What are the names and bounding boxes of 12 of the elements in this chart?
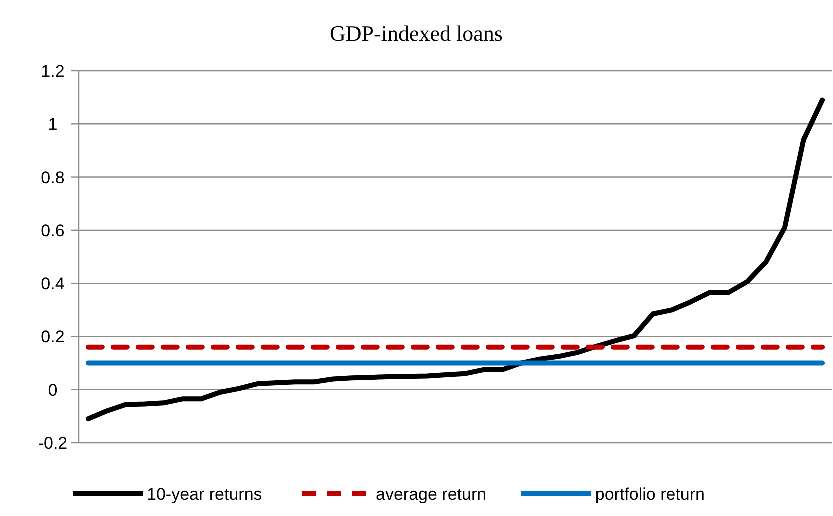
legend-label: average return (376, 485, 487, 504)
y-tick-label: -0.2 (38, 434, 68, 453)
legend-label: 10-year returns (147, 485, 262, 504)
y-tick-label: 0.8 (41, 168, 65, 188)
y-tick-label: 1 (48, 115, 58, 134)
y-tick-label: 0.6 (41, 221, 65, 240)
y-tick-label: 0.2 (41, 328, 65, 347)
chart-title: GDP-indexed loans (330, 21, 503, 46)
y-tick-label: 1.2 (41, 62, 65, 81)
y-tick-label: 0.4 (41, 274, 65, 294)
legend-label: portfolio return (595, 485, 706, 504)
y-tick-label: 0 (48, 380, 58, 400)
